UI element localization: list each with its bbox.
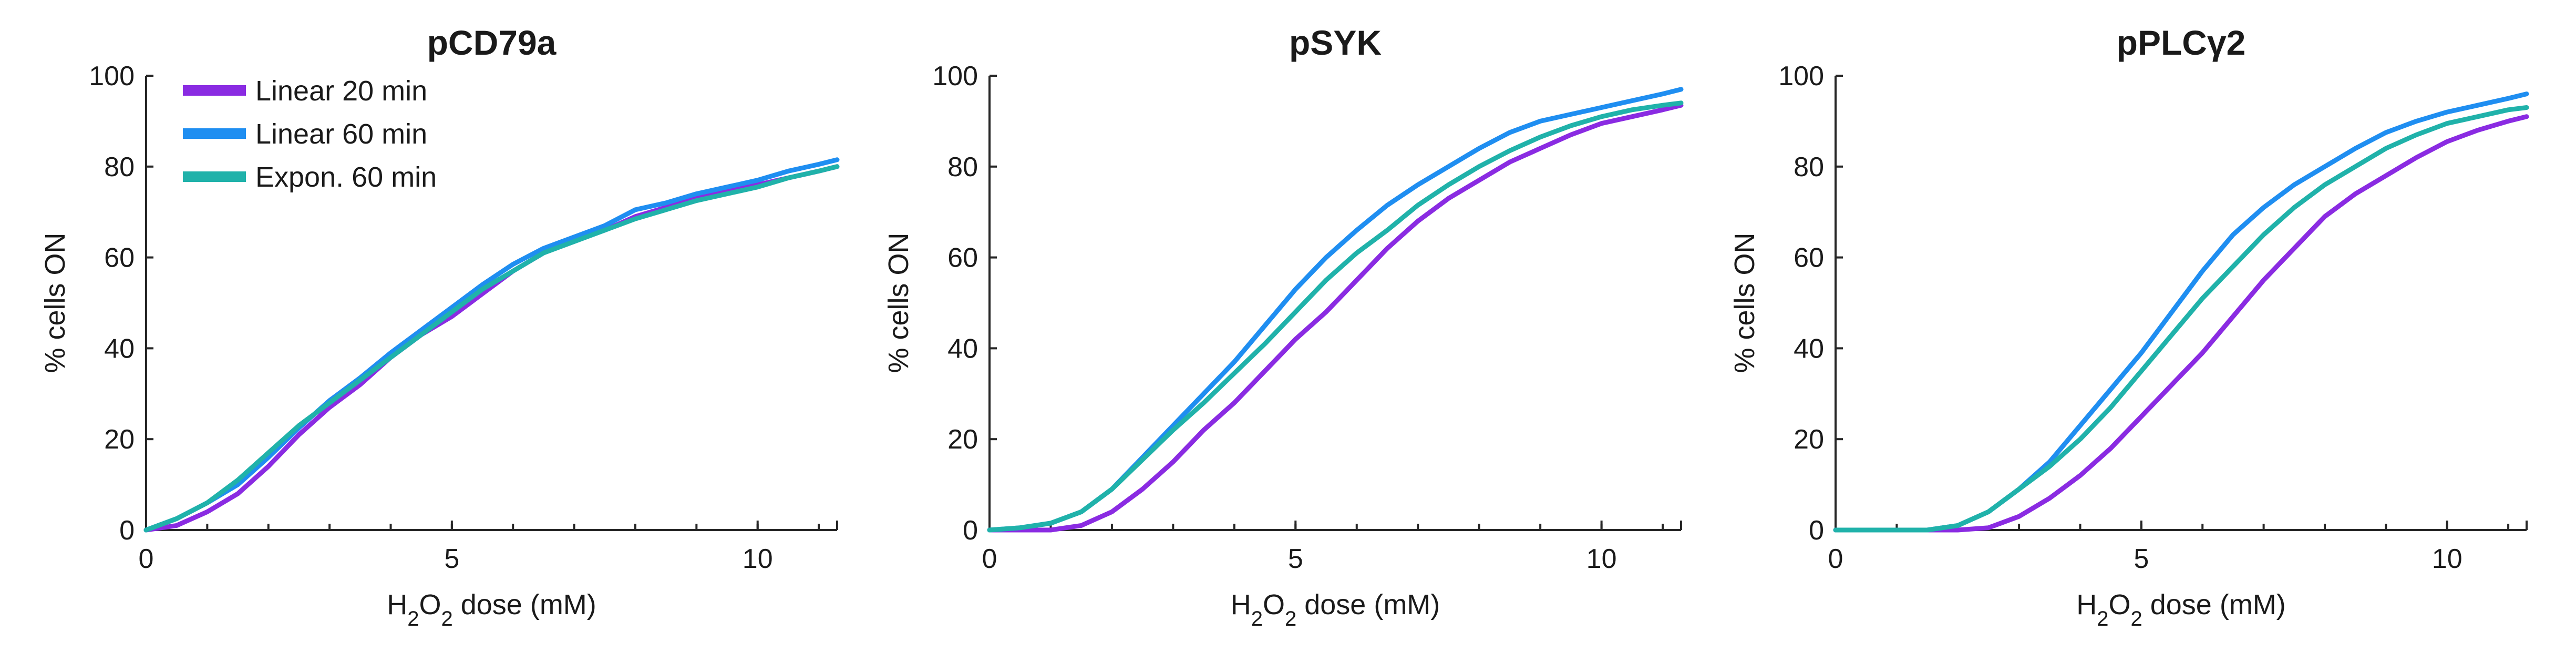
x-axis-label-prefix: H <box>2076 589 2097 620</box>
legend-label: Linear 20 min <box>255 75 427 107</box>
x-axis-label: H2O2 dose (mM) <box>387 589 596 630</box>
legend-label: Expon. 60 min <box>255 161 437 193</box>
x-tick-label: 5 <box>1288 544 1303 574</box>
series-line-linear-20-min <box>1833 114 2529 533</box>
y-axis-label: % cells ON <box>39 232 71 373</box>
x-axis-label-suffix: dose (mM) <box>2142 589 2286 620</box>
x-axis-label-sub2: 2 <box>441 607 452 630</box>
x-tick-label: 10 <box>1586 544 1617 574</box>
series-line-linear-60-min <box>1833 91 2529 533</box>
legend: Linear 20 min Linear 60 min Expon. 60 min <box>183 75 437 193</box>
x-axis-label-sub2: 2 <box>1285 607 1296 630</box>
y-tick-label: 20 <box>1794 424 1824 455</box>
y-axis-label: % cells ON <box>1729 232 1760 373</box>
y-tick-label: 80 <box>1794 152 1824 182</box>
x-tick-label: 0 <box>139 544 154 574</box>
x-axis-label-suffix: dose (mM) <box>453 589 596 620</box>
y-tick-label: 40 <box>947 333 978 364</box>
x-axis-label-mid: O <box>419 589 441 620</box>
x-axis-label-prefix: H <box>387 589 407 620</box>
y-tick-label: 60 <box>947 243 978 273</box>
x-axis-label: H2O2 dose (mM) <box>2076 589 2286 630</box>
x-tick-label: 5 <box>2134 544 2149 574</box>
x-axis-label-sub1: 2 <box>407 607 419 630</box>
chart-title: pSYK <box>1289 23 1382 62</box>
series-line-linear-60-min <box>143 157 840 533</box>
x-tick-label: 0 <box>982 544 997 574</box>
y-tick-label: 80 <box>947 152 978 182</box>
series-line-expon-60-min <box>143 164 840 533</box>
x-tick-label: 0 <box>1828 544 1843 574</box>
x-axis-label-suffix: dose (mM) <box>1296 589 1440 620</box>
x-axis-label-mid: O <box>1263 589 1285 620</box>
x-axis-label-sub1: 2 <box>1251 607 1263 630</box>
x-axis-label: H2O2 dose (mM) <box>1231 589 1440 630</box>
y-tick-label: 20 <box>947 424 978 455</box>
x-tick-label: 10 <box>743 544 773 574</box>
y-tick-label: 0 <box>963 515 978 546</box>
x-axis-label-prefix: H <box>1231 589 1251 620</box>
y-tick-label: 100 <box>932 61 978 91</box>
x-axis-label-mid: O <box>2108 589 2130 620</box>
series-line-linear-60-min <box>987 87 1684 533</box>
legend-label: Linear 60 min <box>255 118 427 150</box>
y-tick-label: 0 <box>1809 515 1824 546</box>
x-axis-label-sub1: 2 <box>2097 607 2108 630</box>
x-tick-label: 10 <box>2432 544 2462 574</box>
y-tick-label: 40 <box>1794 333 1824 364</box>
x-tick-label: 5 <box>444 544 459 574</box>
y-tick-label: 40 <box>104 333 135 364</box>
series-line-expon-60-min <box>987 100 1684 533</box>
y-axis-label: % cells ON <box>883 232 914 373</box>
y-tick-label: 20 <box>104 424 135 455</box>
y-tick-label: 80 <box>104 152 135 182</box>
y-tick-label: 100 <box>1778 61 1824 91</box>
y-tick-label: 60 <box>104 243 135 273</box>
y-tick-label: 100 <box>89 61 135 91</box>
chart-title: pCD79a <box>427 23 557 62</box>
series-line-expon-60-min <box>1833 105 2529 533</box>
y-tick-label: 0 <box>119 515 135 546</box>
x-axis-label-sub2: 2 <box>2130 607 2142 630</box>
series-line-linear-20-min <box>987 103 1684 533</box>
y-tick-label: 60 <box>1794 243 1824 273</box>
chart-title: pPLCγ2 <box>2117 23 2246 62</box>
